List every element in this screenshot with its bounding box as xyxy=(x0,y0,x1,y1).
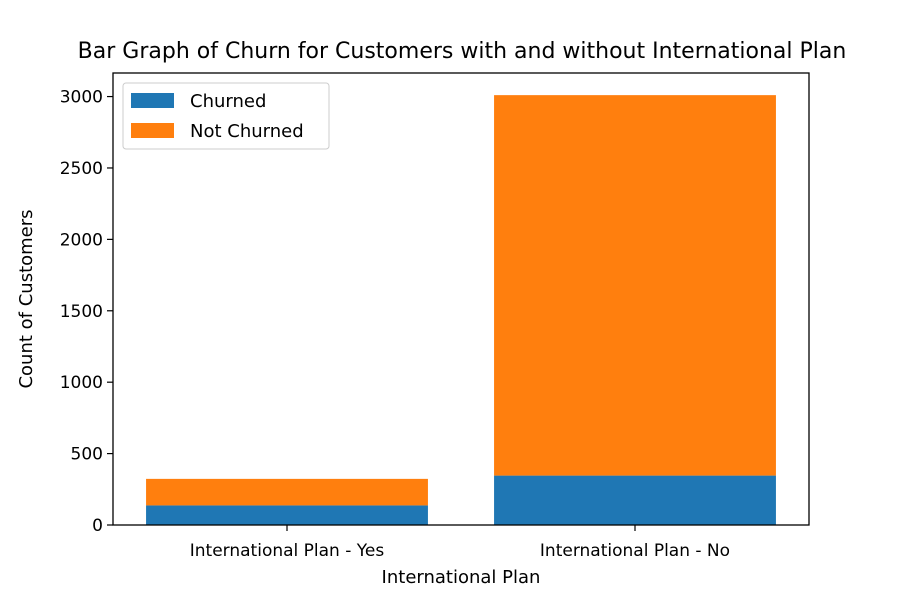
x-tick-label: International Plan - No xyxy=(540,541,730,561)
legend-label-churned: Churned xyxy=(190,91,266,112)
x-tick-label: International Plan - Yes xyxy=(190,541,385,561)
legend-swatch-churned xyxy=(131,93,174,108)
bar-not-churned-international-plan-yes xyxy=(146,478,428,506)
chart-legend: Churned Not Churned xyxy=(122,82,330,150)
legend-swatch-not-churned xyxy=(131,123,174,138)
legend-frame xyxy=(122,82,330,150)
y-tick-label: 0 xyxy=(92,516,103,536)
legend-label-not-churned: Not Churned xyxy=(190,121,304,142)
x-axis: International Plan - Yes International Pl… xyxy=(190,525,730,561)
bar-not-churned-international-plan-no xyxy=(494,95,776,476)
y-tick-label: 2000 xyxy=(60,230,103,250)
plot-frame xyxy=(112,72,810,526)
y-tick-label: 500 xyxy=(71,445,103,465)
y-tick-label: 1000 xyxy=(60,373,103,393)
bar-churned-international-plan-yes xyxy=(146,505,428,525)
y-axis: 0 500 1000 1500 2000 2500 3000 xyxy=(60,88,113,536)
bars-group xyxy=(146,95,776,525)
chart-title: Bar Graph of Churn for Customers with an… xyxy=(78,39,847,64)
x-axis-label: International Plan xyxy=(382,567,541,588)
y-tick-label: 1500 xyxy=(60,302,103,322)
y-tick-label: 2500 xyxy=(60,159,103,179)
y-tick-label: 3000 xyxy=(60,88,103,108)
y-axis-label: Count of Customers xyxy=(16,209,37,388)
bar-churned-international-plan-no xyxy=(494,475,776,525)
